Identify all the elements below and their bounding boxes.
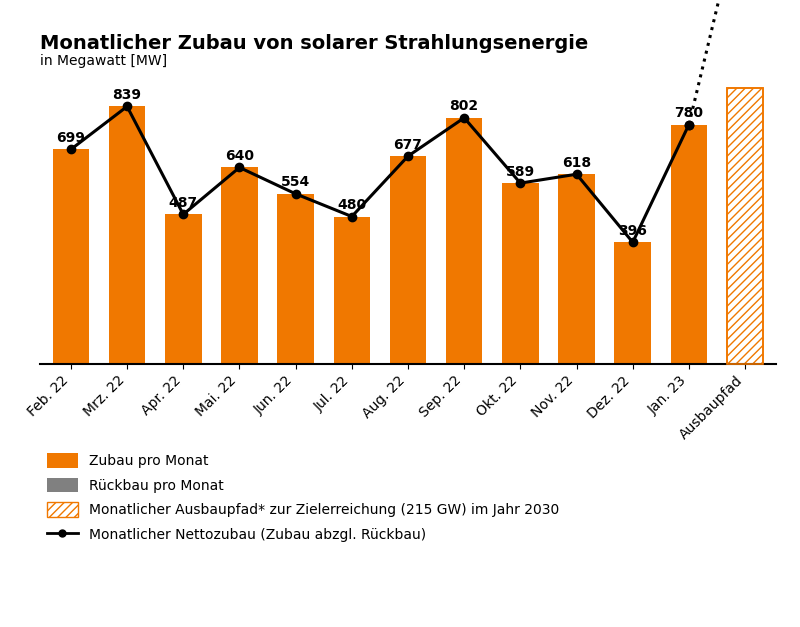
Bar xyxy=(53,149,89,364)
Bar xyxy=(727,88,763,364)
Bar xyxy=(446,118,482,364)
Text: in Megawatt [MW]: in Megawatt [MW] xyxy=(40,55,167,68)
Text: 640: 640 xyxy=(225,149,254,163)
Legend: Zubau pro Monat, Rückbau pro Monat, Monatlicher Ausbaupfad* zur Zielerreichung (: Zubau pro Monat, Rückbau pro Monat, Mona… xyxy=(47,453,559,542)
Bar xyxy=(109,107,146,364)
Bar xyxy=(558,174,595,364)
Text: 618: 618 xyxy=(562,155,591,170)
Text: 802: 802 xyxy=(450,99,478,113)
Text: 677: 677 xyxy=(394,137,422,152)
Bar xyxy=(727,88,763,364)
Bar xyxy=(390,156,426,364)
Bar xyxy=(614,242,651,364)
Text: 487: 487 xyxy=(169,196,198,210)
Bar xyxy=(165,214,202,364)
Bar xyxy=(278,194,314,364)
Text: 480: 480 xyxy=(338,198,366,212)
Text: 396: 396 xyxy=(618,224,647,238)
Text: 589: 589 xyxy=(506,164,535,179)
Bar xyxy=(334,216,370,364)
Text: 780: 780 xyxy=(674,106,703,120)
Bar xyxy=(221,167,258,364)
Bar xyxy=(502,183,538,364)
Text: 554: 554 xyxy=(281,175,310,189)
Text: 839: 839 xyxy=(113,88,142,102)
Text: 699: 699 xyxy=(57,131,86,145)
Text: Monatlicher Zubau von solarer Strahlungsenergie: Monatlicher Zubau von solarer Strahlungs… xyxy=(40,34,588,53)
Bar xyxy=(670,125,707,364)
